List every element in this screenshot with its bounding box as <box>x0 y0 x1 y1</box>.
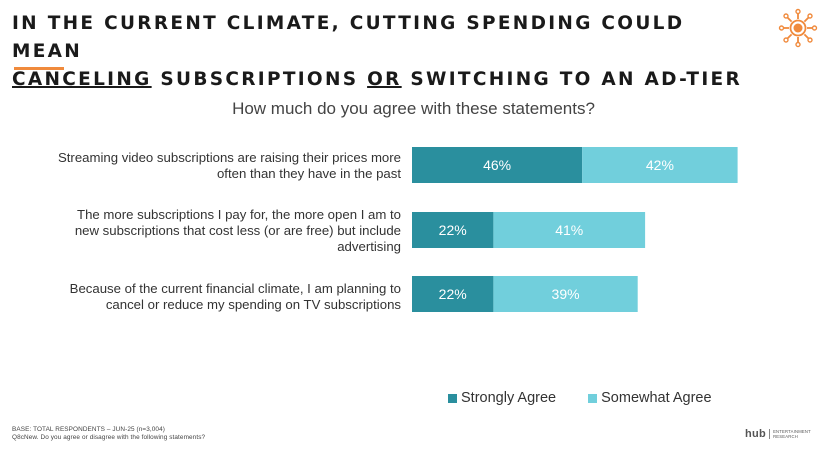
row-label-2-line-2: new subscriptions that cost less (or are… <box>74 223 401 238</box>
legend-swatch-somewhat-agree <box>588 393 598 403</box>
legend-item-strongly-agree: Strongly Agree <box>448 390 556 406</box>
title-emphasis-canceling: CANCELING <box>12 69 152 90</box>
brand-logo: hub ENTERTAINMENT RESEARCH <box>745 428 811 440</box>
bar-somewhat-agree-row-3 <box>493 276 638 312</box>
legend-label-strongly-agree: Strongly Agree <box>461 390 557 406</box>
title-accent-bar <box>14 67 64 70</box>
row-label-1: Streaming video subscriptions are raisin… <box>1 150 401 182</box>
chart-title: How much do you agree with these stateme… <box>232 99 595 118</box>
brand-name: hub <box>745 428 767 440</box>
legend-item-somewhat-agree: Somewhat Agree <box>588 390 712 406</box>
sun-network-icon <box>778 8 818 48</box>
brand-tagline-1: ENTERTAINMENT <box>773 429 811 434</box>
row-label-3-line-1: Because of the current financial climate… <box>69 281 401 296</box>
bar-strongly-agree-row-3 <box>412 276 494 312</box>
legend-label-somewhat-agree: Somewhat Agree <box>601 390 712 406</box>
page-title: IN THE CURRENT CLIMATE, CUTTING SPENDING… <box>12 10 752 94</box>
data-label-somewhat-agree-row-3: 39% <box>552 286 580 302</box>
data-label-somewhat-agree-row-2: 41% <box>555 222 583 238</box>
title-text-subscriptions: SUBSCRIPTIONS <box>151 69 368 90</box>
data-label-strongly-agree-row-1: 46% <box>483 157 511 173</box>
title-emphasis-or: OR <box>367 69 402 90</box>
bar-somewhat-agree-row-2 <box>493 212 646 248</box>
footnote-question: Q8cNew. Do you agree or disagree with th… <box>12 434 206 441</box>
bar-somewhat-agree-row-1 <box>582 147 738 183</box>
row-label-1-line-2: often than they have in the past <box>216 166 401 181</box>
brand-tagline-2: RESEARCH <box>773 434 798 439</box>
row-label-1-line-1: Streaming video subscriptions are raisin… <box>57 150 401 165</box>
row-label-2-line-1: The more subscriptions I pay for, the mo… <box>77 207 401 222</box>
row-label-3-line-2: cancel or reduce my spending on TV subsc… <box>105 297 401 312</box>
brand-tagline: ENTERTAINMENT RESEARCH <box>769 429 811 439</box>
data-label-somewhat-agree-row-1: 42% <box>646 157 674 173</box>
row-label-2-line-3: advertising <box>337 239 401 254</box>
row-label-3: Because of the current financial climate… <box>1 281 401 313</box>
title-text-switching: SWITCHING TO AN AD-TIER <box>401 69 742 90</box>
data-label-strongly-agree-row-3: 22% <box>439 286 467 302</box>
chart-legend: Strongly Agree Somewhat Agree <box>448 390 712 406</box>
title-line-2: CANCELING SUBSCRIPTIONS OR SWITCHING TO … <box>12 66 752 94</box>
legend-swatch-strongly-agree <box>448 393 457 403</box>
footnote-base: BASE: TOTAL RESPONDENTS – JUN-25 (n=3,00… <box>12 426 165 433</box>
row-label-2: The more subscriptions I pay for, the mo… <box>1 207 401 255</box>
bar-strongly-agree-row-2 <box>412 212 494 248</box>
title-line-1: IN THE CURRENT CLIMATE, CUTTING SPENDING… <box>12 13 685 62</box>
data-label-strongly-agree-row-2: 22% <box>439 222 467 238</box>
bar-strongly-agree-row-1 <box>412 147 583 183</box>
